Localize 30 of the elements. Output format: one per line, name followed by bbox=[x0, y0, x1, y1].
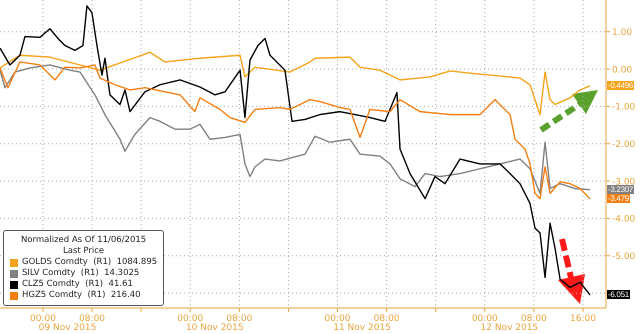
x-tick-label: 00:00 bbox=[30, 314, 56, 324]
x2-tick-label: 10 Nov 2015 bbox=[186, 323, 244, 333]
y-tick-label: -4.00 bbox=[612, 214, 636, 225]
x-tick-label: 00:00 bbox=[177, 314, 204, 324]
legend-label: SILV Comdty (R1) 14.3025 bbox=[21, 268, 140, 279]
y-tick-label: 0.00 bbox=[612, 65, 632, 76]
line-series bbox=[0, 52, 591, 116]
x-tick-label: 00:00 bbox=[324, 314, 351, 324]
x-tick-label: 00:00 bbox=[472, 314, 498, 324]
annotation: -6.051 bbox=[607, 290, 630, 300]
x-tick-label: 08:00 bbox=[79, 314, 106, 324]
legend-label: HGZ5 Comdty (R1) 216.40 bbox=[21, 290, 142, 301]
x2-tick-label: 09 Nov 2015 bbox=[38, 323, 96, 333]
x-tick-label: 08:00 bbox=[520, 314, 548, 324]
x-tick-label: 16:00 bbox=[570, 314, 596, 324]
y-tick-label: -1.00 bbox=[612, 102, 636, 113]
legend-label: GOLDS Comdty (R1) 1084.895 bbox=[21, 257, 158, 268]
x-tick-label: 08:00 bbox=[374, 314, 400, 324]
x-tick-label: 08:00 bbox=[226, 314, 253, 324]
annotation: -3.479 bbox=[607, 194, 630, 204]
y-tick-label: -5.00 bbox=[612, 252, 636, 262]
annotation: -3.2307 bbox=[607, 185, 634, 194]
legend-label: CLZ5 Comdty (R1) 41.61 bbox=[21, 279, 134, 290]
legend-title: Normalized As Of 11/06/2015 Last Price bbox=[20, 235, 148, 257]
annotation: -0.4496 bbox=[607, 81, 634, 90]
x2-tick-label: 11 Nov 2015 bbox=[333, 323, 391, 333]
y-tick-label: -3.00 bbox=[612, 177, 636, 188]
y-tick-label: 1.00 bbox=[612, 28, 632, 38]
x2-tick-label: 12 Nov 2015 bbox=[480, 323, 538, 333]
y-tick-label: -2.00 bbox=[612, 140, 636, 150]
